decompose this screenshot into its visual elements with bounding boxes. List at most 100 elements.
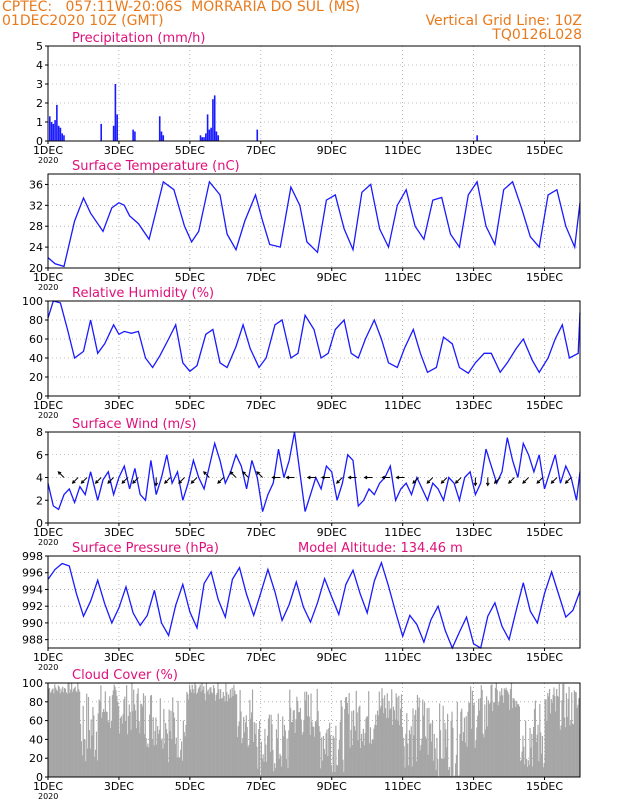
cloud-bar xyxy=(275,729,278,777)
cloud-bar xyxy=(486,726,489,777)
wind-arrow xyxy=(242,471,249,478)
cloud-bar xyxy=(87,748,89,777)
cloud-bar xyxy=(65,692,67,777)
cloud-bar xyxy=(506,690,508,777)
cloud-bar xyxy=(490,685,492,777)
cloud-bar xyxy=(340,700,342,777)
x-tick-label: 9DEC xyxy=(317,651,347,664)
cloud-bar xyxy=(414,714,416,777)
cloud-bar xyxy=(348,692,350,777)
cloud-bar xyxy=(365,718,367,777)
year-label: 2020 xyxy=(38,538,58,547)
cloud-bar xyxy=(446,747,448,777)
cloud-bar xyxy=(144,695,146,777)
cloud-bar xyxy=(178,757,180,777)
cloud-bar xyxy=(335,725,337,777)
cloud-bar xyxy=(327,756,329,777)
cloud-bar xyxy=(514,700,516,777)
cloud-bar xyxy=(497,705,499,777)
precip-bar xyxy=(57,125,60,141)
x-tick-label: 5DEC xyxy=(175,144,205,157)
cloud-bar xyxy=(560,725,562,777)
cloud-bar xyxy=(482,733,484,777)
cloud-bar xyxy=(229,689,231,777)
x-tick-label: 11DEC xyxy=(384,399,421,412)
cloud-bar xyxy=(161,738,163,777)
cloud-bar xyxy=(180,749,182,777)
x-tick-label: 15DEC xyxy=(526,271,563,284)
cloud-bar xyxy=(128,704,130,777)
cloud-bar xyxy=(568,686,570,777)
cloud-bar xyxy=(551,702,553,777)
cloud-bar xyxy=(343,772,345,777)
cloud-bar xyxy=(377,715,380,777)
cloud-bar xyxy=(559,729,561,777)
panel-title: Cloud Cover (%) xyxy=(72,668,178,683)
x-tick-label: 13DEC xyxy=(455,144,492,157)
cloud-bar xyxy=(102,712,104,777)
cloud-bar xyxy=(190,692,192,777)
cloud-bar xyxy=(225,683,227,777)
x-tick-label: 1DEC xyxy=(33,526,63,539)
cloud-bar xyxy=(182,720,184,777)
panel-3: 0 20 40 60 80 100 1DEC 3DEC 5DEC 7DEC 9DEC 11DEC 13D… xyxy=(22,286,581,420)
cloud-bar xyxy=(406,713,408,777)
cloud-bar xyxy=(381,688,383,777)
y-tick-label: 32 xyxy=(29,199,43,212)
cloud-bar xyxy=(491,684,493,777)
cloud-bar xyxy=(192,689,194,777)
precip-bar xyxy=(116,114,118,141)
cloud-bar xyxy=(463,717,466,777)
cloud-bar xyxy=(297,700,299,777)
cloud-bar xyxy=(82,705,84,777)
y-tick-label: 100 xyxy=(22,295,43,308)
precip-bar xyxy=(158,116,161,141)
cloud-bar xyxy=(329,722,331,777)
y-tick-label: 992 xyxy=(22,600,43,613)
x-tick-label: 5DEC xyxy=(175,651,205,664)
cloud-bar xyxy=(549,713,552,777)
cloud-bar xyxy=(134,704,136,777)
cloud-bar xyxy=(142,693,145,777)
cloud-bar xyxy=(350,729,352,777)
cloud-bar xyxy=(516,701,518,777)
y-tick-label: 4 xyxy=(36,59,43,72)
cloud-bar xyxy=(528,765,530,777)
cloud-bar xyxy=(258,729,260,777)
cloud-bar xyxy=(416,694,419,777)
cloud-bar xyxy=(233,684,235,777)
x-tick-label: 13DEC xyxy=(455,651,492,664)
cloud-bar xyxy=(419,750,421,777)
cloud-bar xyxy=(230,697,232,777)
x-tick-label: 13DEC xyxy=(455,399,492,412)
x-tick-label: 3DEC xyxy=(104,651,134,664)
cloud-bar xyxy=(489,702,491,777)
cloud-bar xyxy=(384,695,386,777)
cloud-bar xyxy=(360,747,362,777)
wind-arrow-head xyxy=(178,480,182,484)
cloud-bar xyxy=(470,686,472,777)
cloud-bar xyxy=(374,724,376,777)
cloud-bar xyxy=(410,726,412,777)
x-tick-label: 1DEC xyxy=(33,780,63,793)
cloud-bar xyxy=(401,726,403,777)
wind-arrow xyxy=(191,477,198,484)
y-tick-label: 988 xyxy=(22,634,43,647)
cloud-bar xyxy=(237,726,239,777)
cloud-bar xyxy=(306,691,308,777)
cloud-bar xyxy=(378,691,380,777)
x-tick-label: 3DEC xyxy=(104,399,134,412)
x-tick-label: 7DEC xyxy=(246,144,276,157)
cloud-bar xyxy=(235,694,238,777)
wind-arrow-head xyxy=(485,482,490,487)
cloud-bar xyxy=(434,748,436,777)
wind-arrow xyxy=(178,477,185,484)
cloud-bar xyxy=(208,694,210,777)
cloud-bar xyxy=(357,740,359,777)
x-tick-label: 5DEC xyxy=(175,399,205,412)
cloud-bar xyxy=(201,683,203,777)
wind-arrow xyxy=(203,471,210,478)
cloud-bar xyxy=(512,697,514,777)
wind-arrow xyxy=(441,477,448,484)
cloud-bar xyxy=(76,692,78,777)
